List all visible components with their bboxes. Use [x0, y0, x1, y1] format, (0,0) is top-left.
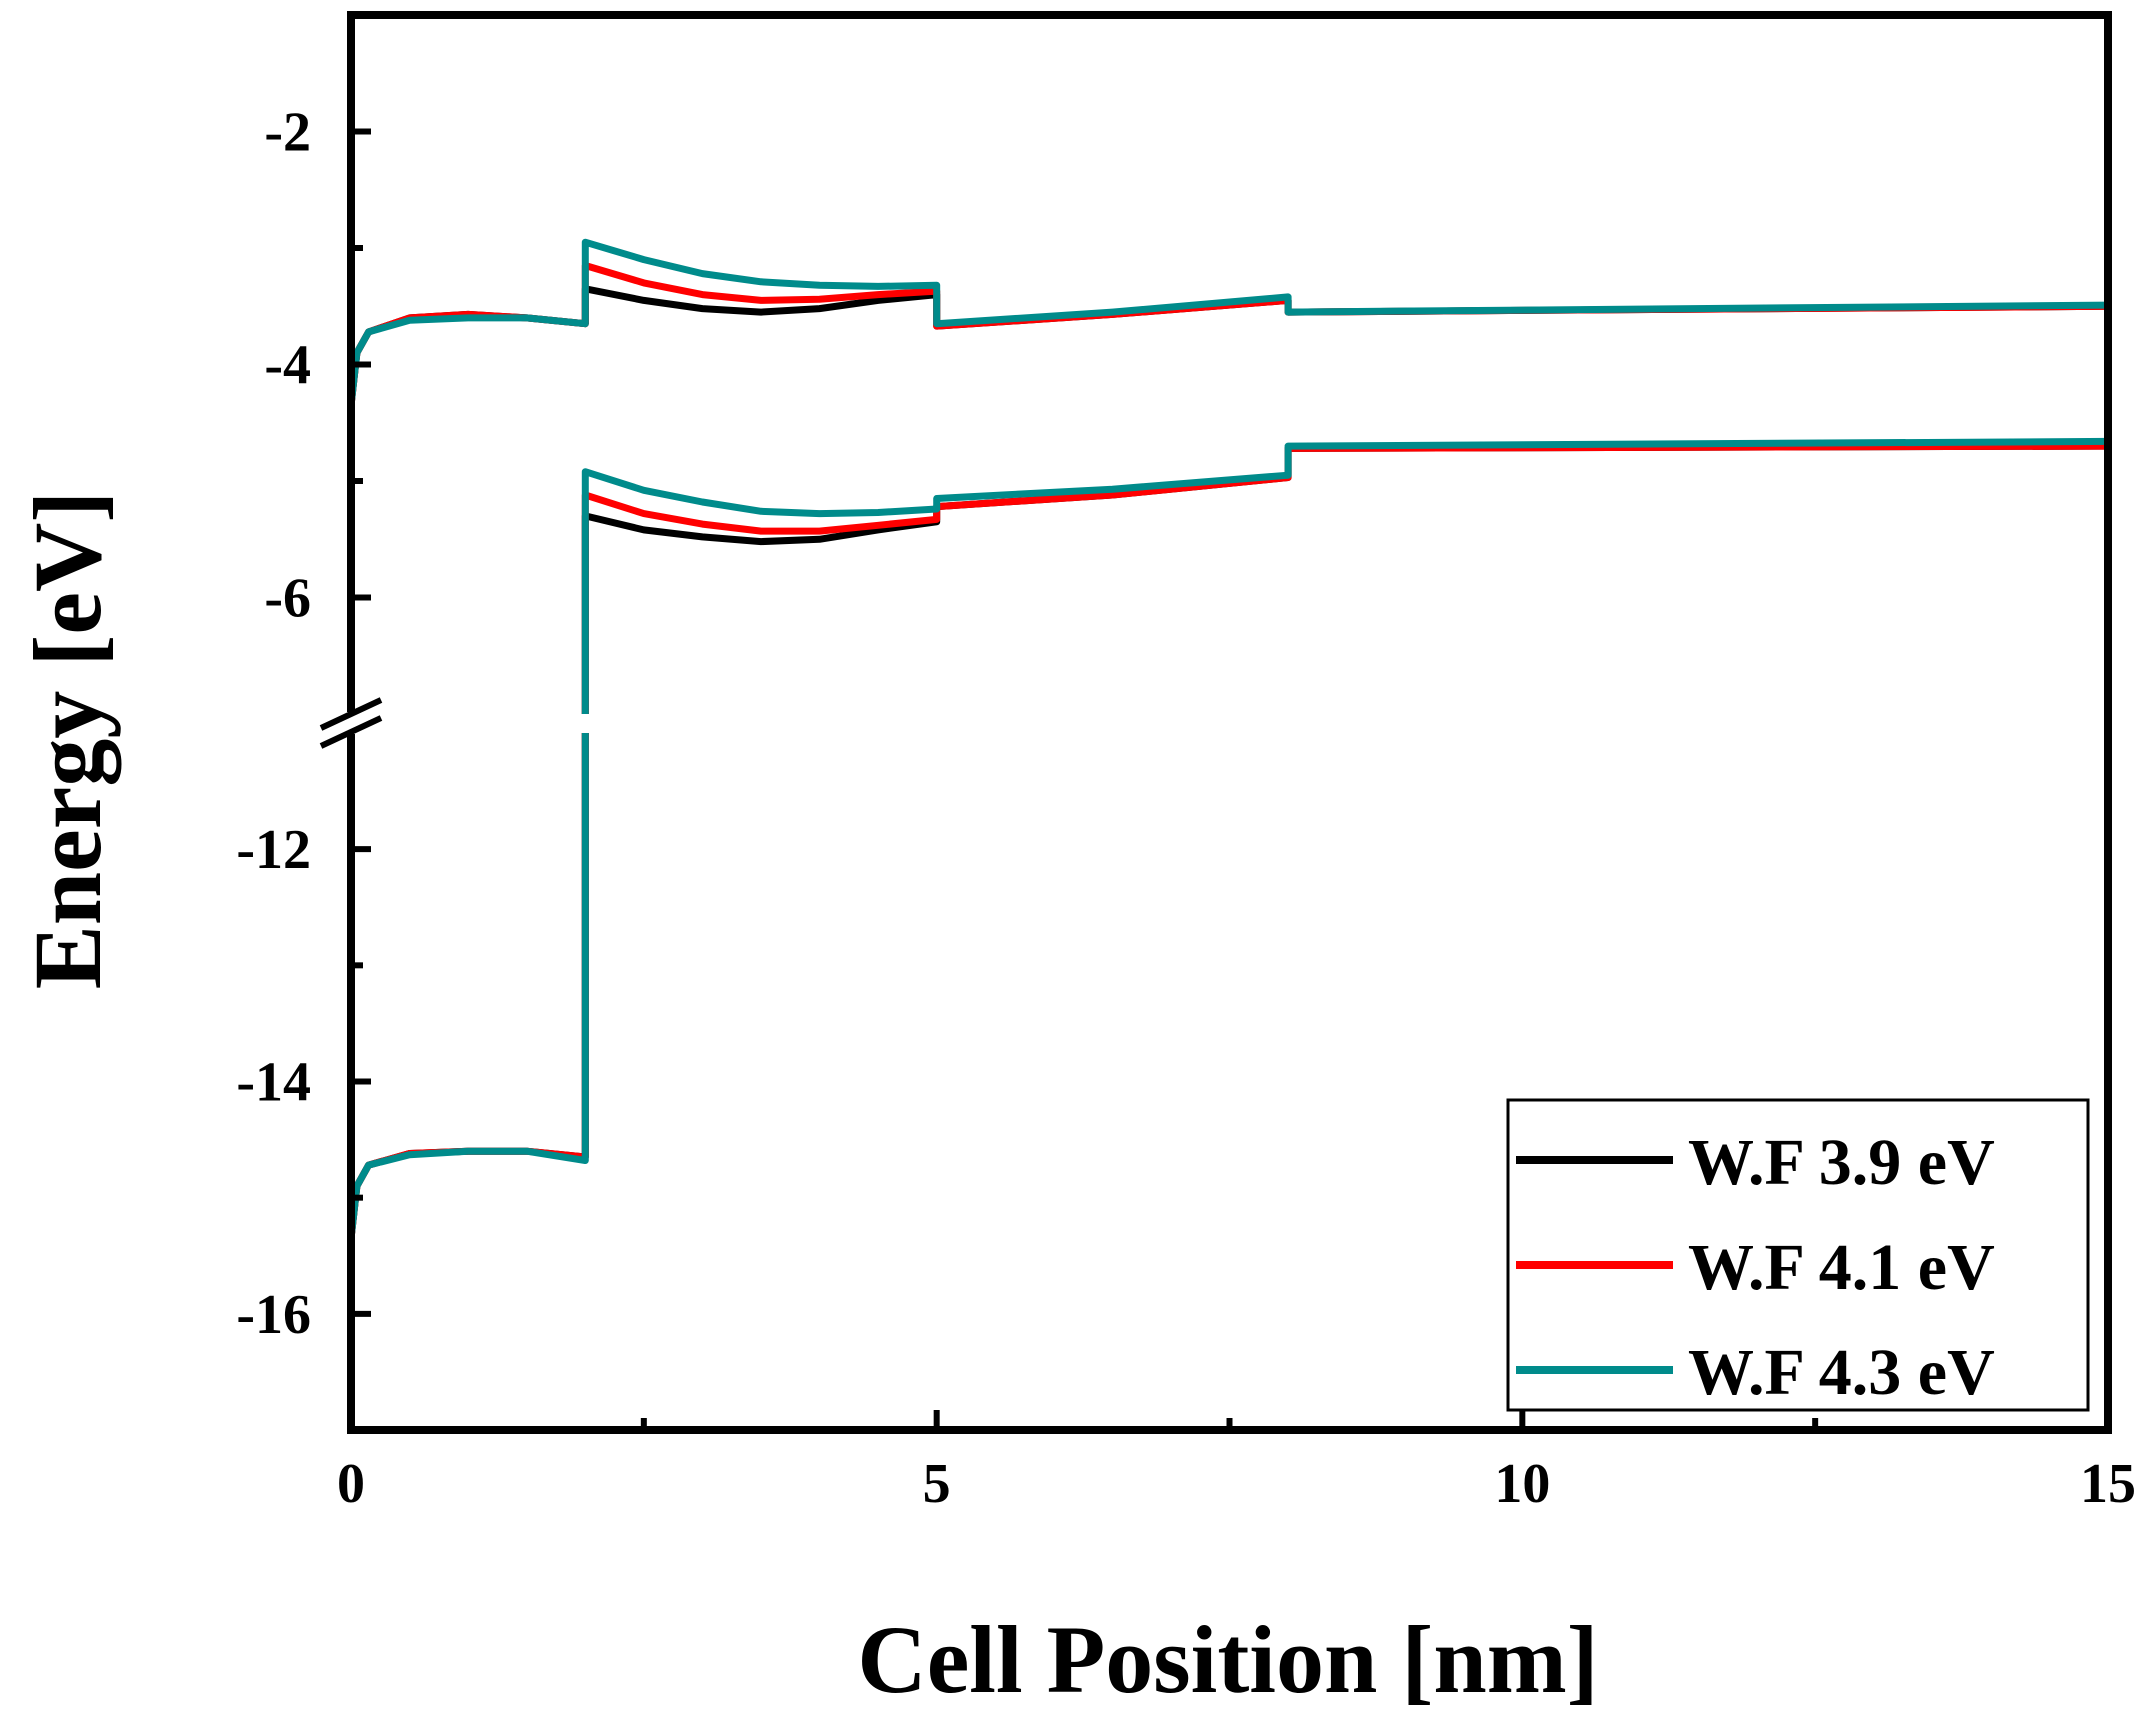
legend-item: W.F 4.3 eV — [1516, 1336, 1995, 1409]
axis-break-mark — [319, 697, 383, 749]
valence-band-line-lower — [347, 733, 589, 1239]
y-tick-label: -14 — [236, 1052, 311, 1114]
conduction-band-line — [347, 262, 2109, 406]
valence-band-line-upper — [581, 437, 2109, 714]
legend: W.F 3.9 eV W.F 4.1 eV W.F 4.3 eV — [1506, 1098, 2090, 1412]
series-wf41 — [347, 262, 2109, 1239]
x-tick-label: 5 — [923, 1453, 951, 1515]
y-tick-label: -2 — [264, 102, 311, 164]
axes-layer: 0 5 10 15 -2 -4 -6 -12 -14 -16 — [236, 11, 2136, 1515]
valence-band-line-upper — [581, 442, 2109, 714]
y-tick-label: -16 — [236, 1284, 311, 1346]
x-tick-label: 15 — [2080, 1453, 2136, 1515]
x-tick-label: 10 — [1494, 1453, 1550, 1515]
y-tick-label: -12 — [236, 819, 311, 881]
legend-box — [1506, 1098, 2090, 1412]
series-wf43 — [347, 238, 2109, 1239]
x-tick-label: 0 — [337, 1453, 365, 1515]
legend-label: W.F 3.9 eV — [1688, 1126, 1995, 1199]
axis-break-slash — [319, 715, 383, 749]
series-layer — [347, 238, 2109, 1239]
series-wf39 — [347, 285, 2109, 1239]
y-tick-label: -4 — [264, 335, 311, 397]
axis-break-slash — [319, 697, 383, 731]
legend-label: W.F 4.1 eV — [1688, 1231, 1995, 1304]
legend-item: W.F 3.9 eV — [1516, 1126, 1995, 1199]
conduction-band-line — [347, 238, 2109, 406]
y-axis-title: Energy [eV] — [14, 491, 121, 990]
legend-item: W.F 4.1 eV — [1516, 1231, 1995, 1304]
y-tick-label: -6 — [264, 568, 311, 630]
legend-label: W.F 4.3 eV — [1688, 1336, 1995, 1409]
valence-band-line-upper — [581, 442, 2109, 714]
x-axis-title: Cell Position [nm] — [857, 1606, 1598, 1713]
